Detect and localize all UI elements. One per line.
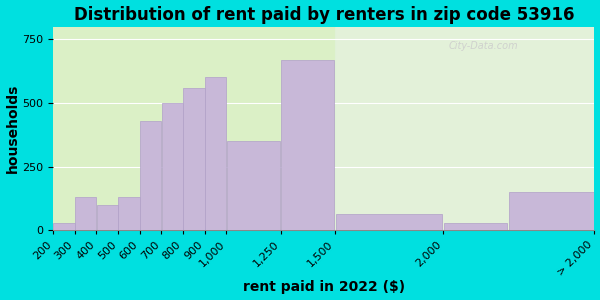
- Bar: [281, 60, 334, 230]
- Bar: [53, 26, 335, 230]
- Bar: [53, 223, 74, 230]
- Bar: [205, 77, 226, 230]
- Bar: [227, 141, 280, 230]
- Bar: [335, 26, 595, 230]
- Bar: [509, 192, 593, 230]
- Bar: [184, 88, 205, 230]
- Text: City-Data.com: City-Data.com: [448, 41, 518, 51]
- Bar: [336, 214, 442, 230]
- Title: Distribution of rent paid by renters in zip code 53916: Distribution of rent paid by renters in …: [74, 6, 574, 24]
- Bar: [443, 223, 507, 230]
- Bar: [161, 103, 183, 230]
- Bar: [97, 205, 118, 230]
- Bar: [118, 197, 140, 230]
- Bar: [75, 197, 96, 230]
- Y-axis label: households: households: [5, 84, 20, 173]
- X-axis label: rent paid in 2022 ($): rent paid in 2022 ($): [243, 280, 405, 294]
- Bar: [140, 121, 161, 230]
